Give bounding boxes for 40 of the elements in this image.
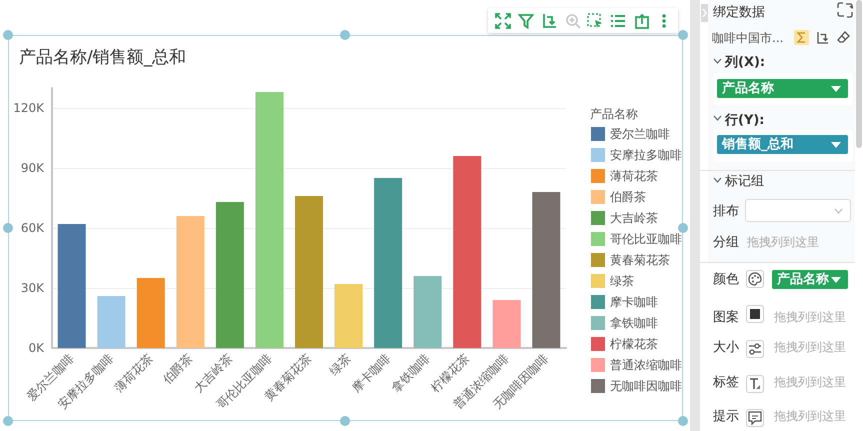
- dropdown-field: 产品名称: [772, 270, 848, 289]
- y-tick-label: 30K: [20, 281, 46, 295]
- text: 图案: [713, 310, 739, 325]
- text: 分组: [713, 235, 739, 250]
- x-tick-label: 伯爵茶: [159, 351, 196, 388]
- legend-label: 绿茶: [610, 274, 634, 288]
- legend-label: 爱尔兰咖啡: [610, 127, 670, 141]
- text: 提示: [713, 409, 739, 424]
- text: 颜色: [713, 272, 739, 287]
- text: 拖拽列到这里: [774, 375, 846, 390]
- y-tick-label: 90K: [20, 161, 46, 175]
- text: 列(X):: [725, 55, 766, 70]
- y-tick-label: 0K: [28, 341, 46, 355]
- x-tick-label: 薄荷花茶: [112, 351, 156, 395]
- legend-label: 哥伦比亚咖啡: [610, 232, 682, 246]
- legend-label: 摩卡咖啡: [610, 295, 658, 309]
- text: 排布: [713, 204, 739, 219]
- text: 绑定数据: [713, 5, 765, 20]
- text: 大小: [713, 340, 739, 355]
- text: 行(Y):: [725, 113, 764, 128]
- legend-label: 薄荷花茶: [610, 169, 658, 183]
- legend-label: 安摩拉多咖啡: [610, 148, 682, 162]
- text: 拖拽列到这里: [774, 310, 846, 325]
- legend-label: 伯爵茶: [609, 190, 646, 204]
- dropdown-field: 销售额_总和: [717, 135, 848, 154]
- legend-label: 大吉岭茶: [610, 211, 658, 225]
- text: 拖拽列到这里: [747, 235, 819, 250]
- dropdown-field: 产品名称: [717, 79, 848, 98]
- legend-title: 产品名称: [590, 107, 638, 121]
- y-tick-label: 120K: [13, 101, 46, 115]
- text: 拖拽列到这里: [774, 409, 846, 424]
- chart-title: 产品名称/销售额_总和: [19, 48, 186, 68]
- text: 咖啡中国市...: [712, 31, 784, 46]
- y-tick-label: 60K: [20, 221, 46, 235]
- legend-label: 柠檬花茶: [610, 337, 658, 351]
- text: 拖拽列到这里: [774, 340, 846, 355]
- text: 标签: [713, 375, 739, 390]
- legend-label: 黄春菊花茶: [610, 253, 670, 267]
- legend-label: 拿铁咖啡: [610, 316, 658, 330]
- text: 标记组: [725, 174, 764, 189]
